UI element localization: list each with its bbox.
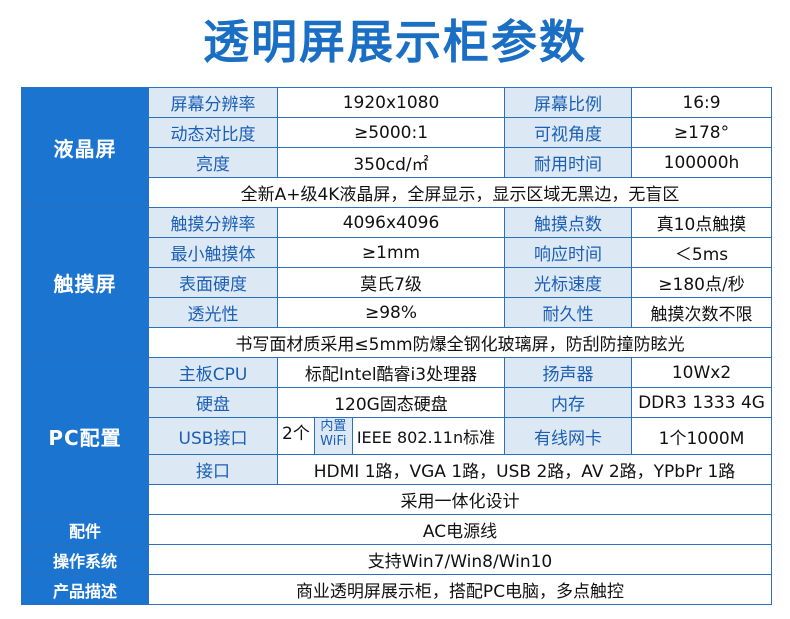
spec-value: HDMI 1路，VGA 1路，USB 2路，AV 2路，YPbPr 1路 xyxy=(277,454,772,485)
spec-value: 120G固态硬盘 xyxy=(277,387,505,418)
table-row: 最小触摸体 ≥1mm 响应时间 ＜5ms xyxy=(22,237,772,268)
spec-value: 100000h xyxy=(631,147,772,178)
wifi-label: 内置WiFi xyxy=(314,418,353,454)
spec-label: 屏幕比例 xyxy=(504,87,632,118)
section-lcd: 液晶屏 xyxy=(21,87,149,208)
table-row: 全新A+级4K液晶屏，全屏显示，显示区域无黑边，无盲区 xyxy=(22,177,772,208)
table-row: USB接口 2个 内置WiFi IEEE 802.11n标准 有线网卡 1个10… xyxy=(22,417,772,455)
usb-wifi-cell: 2个 内置WiFi IEEE 802.11n标准 xyxy=(277,417,505,455)
table-row: 动态对比度 ≥5000:1 可视角度 ≥178° xyxy=(22,117,772,148)
section-accessory: 配件 xyxy=(21,514,149,545)
spec-label: 有线网卡 xyxy=(504,417,632,455)
spec-note: 采用一体化设计 xyxy=(148,484,772,515)
spec-value: 1920x1080 xyxy=(277,87,505,118)
spec-label: USB接口 xyxy=(148,417,278,455)
wifi-value: IEEE 802.11n标准 xyxy=(356,428,496,447)
spec-value: ≥5000:1 xyxy=(277,117,505,148)
spec-value: 支持Win7/Win8/Win10 xyxy=(148,544,772,575)
spec-value: ≥1mm xyxy=(277,237,505,268)
spec-label: 亮度 xyxy=(148,147,278,178)
spec-note: 全新A+级4K液晶屏，全屏显示，显示区域无黑边，无盲区 xyxy=(148,177,772,208)
spec-value: DDR3 1333 4G xyxy=(631,387,772,418)
table-row: 书写面材质采用≤5mm防爆全钢化玻璃屏，防刮防撞防眩光 xyxy=(22,327,772,358)
spec-label: 触摸分辨率 xyxy=(148,207,278,238)
spec-label: 响应时间 xyxy=(504,237,632,268)
section-pc: PC配置 xyxy=(21,357,149,515)
spec-label: 扬声器 xyxy=(504,357,632,388)
spec-label: 内存 xyxy=(504,387,632,418)
spec-value: 350cd/㎡ xyxy=(277,147,505,178)
spec-value: 商业透明屏展示柜，搭配PC电脑，多点触控 xyxy=(148,574,772,605)
table-row: 触摸屏 触摸分辨率 4096x4096 触摸点数 真10点触摸 xyxy=(21,207,772,358)
spec-value: 真10点触摸 xyxy=(631,207,772,238)
spec-value: 4096x4096 xyxy=(277,207,505,238)
spec-label: 表面硬度 xyxy=(148,267,278,298)
spec-label: 最小触摸体 xyxy=(148,237,278,268)
section-touch: 触摸屏 xyxy=(21,207,149,358)
spec-value: 标配Intel酷睿i3处理器 xyxy=(277,357,505,388)
spec-label: 耐久性 xyxy=(504,297,632,328)
spec-label: 透光性 xyxy=(148,297,278,328)
spec-value: 16:9 xyxy=(631,87,772,118)
spec-label: 触摸点数 xyxy=(504,207,632,238)
table-row: 操作系统 支持Win7/Win8/Win10 xyxy=(21,544,772,575)
table-row: 亮度 350cd/㎡ 耐用时间 100000h xyxy=(22,147,772,178)
page-title: 透明屏展示柜参数 xyxy=(203,15,587,69)
spec-label: 耐用时间 xyxy=(504,147,632,178)
spec-value: ≥180点/秒 xyxy=(631,267,772,298)
table-row: 接口 HDMI 1路，VGA 1路，USB 2路，AV 2路，YPbPr 1路 xyxy=(22,454,772,485)
spec-label: 光标速度 xyxy=(504,267,632,298)
table-row: 采用一体化设计 xyxy=(22,484,772,515)
table-row: 透光性 ≥98% 耐久性 触摸次数不限 xyxy=(22,297,772,328)
spec-value: 10Wx2 xyxy=(631,357,772,388)
spec-value: 触摸次数不限 xyxy=(631,297,772,328)
spec-value: ＜5ms xyxy=(631,237,772,268)
spec-label: 动态对比度 xyxy=(148,117,278,148)
usb-count: 2个 xyxy=(279,418,315,454)
table-row: 硬盘 120G固态硬盘 内存 DDR3 1333 4G xyxy=(22,387,772,418)
spec-label: 可视角度 xyxy=(504,117,632,148)
spec-value: ≥98% xyxy=(277,297,505,328)
table-row: 表面硬度 莫氏7级 光标速度 ≥180点/秒 xyxy=(22,267,772,298)
spec-label: 主板CPU xyxy=(148,357,278,388)
section-os: 操作系统 xyxy=(21,544,149,575)
table-row: PC配置 主板CPU 标配Intel酷睿i3处理器 扬声器 10Wx2 xyxy=(21,357,772,515)
spec-label: 硬盘 xyxy=(148,387,278,418)
spec-table: 液晶屏 屏幕分辨率 1920x1080 屏幕比例 16:9 动态对比度 ≥500… xyxy=(21,87,772,605)
spec-value: ≥178° xyxy=(631,117,772,148)
spec-value: 1个1000M xyxy=(631,417,772,455)
table-row: 配件 AC电源线 xyxy=(21,514,772,545)
section-desc: 产品描述 xyxy=(21,574,149,605)
spec-note: 书写面材质采用≤5mm防爆全钢化玻璃屏，防刮防撞防眩光 xyxy=(148,327,772,358)
table-row: 液晶屏 屏幕分辨率 1920x1080 屏幕比例 16:9 xyxy=(21,87,772,208)
spec-value: 莫氏7级 xyxy=(277,267,505,298)
spec-value: AC电源线 xyxy=(148,514,772,545)
table-row: 产品描述 商业透明屏展示柜，搭配PC电脑，多点触控 xyxy=(21,574,772,605)
spec-label: 接口 xyxy=(148,454,278,485)
spec-label: 屏幕分辨率 xyxy=(148,87,278,118)
